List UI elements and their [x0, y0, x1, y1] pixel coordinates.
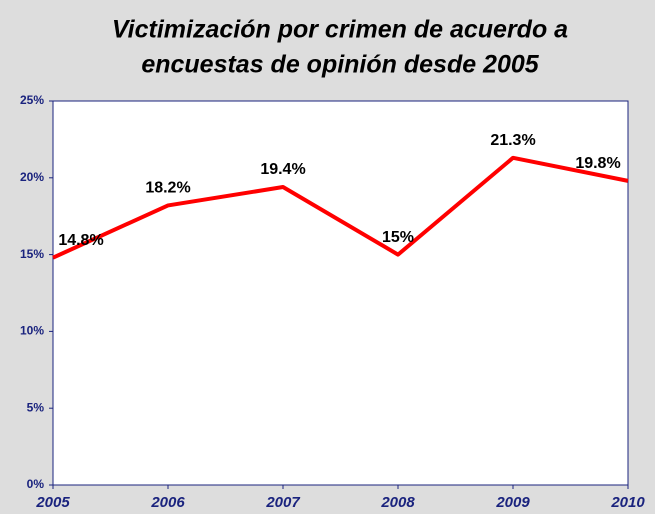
- plot-area: [52, 100, 629, 486]
- chart-title: Victimización por crimen de acuerdo a: [112, 16, 568, 44]
- y-tick-label: 0%: [27, 477, 45, 491]
- y-tick-label: 25%: [20, 93, 44, 107]
- data-label: 21.3%: [490, 132, 535, 149]
- chart-title: encuestas de opinión desde 2005: [141, 51, 539, 79]
- data-label: 19.8%: [575, 155, 620, 172]
- x-tick-label: 2005: [35, 494, 70, 511]
- data-label: 14.8%: [58, 232, 103, 249]
- x-tick-label: 2007: [265, 494, 300, 511]
- y-tick-label: 10%: [20, 324, 44, 338]
- x-tick-label: 2006: [150, 494, 185, 511]
- data-line: [52, 155, 629, 260]
- data-label: 15%: [382, 229, 414, 246]
- data-label: 19.4%: [260, 161, 305, 178]
- y-tick-label: 5%: [27, 400, 45, 414]
- x-tick-label: 2009: [495, 494, 530, 511]
- y-tick-label: 15%: [20, 247, 44, 261]
- x-tick-label: 2008: [380, 494, 415, 511]
- y-tick-label: 20%: [20, 170, 44, 184]
- x-tick-label: 2010: [610, 494, 645, 511]
- data-label: 18.2%: [145, 180, 190, 197]
